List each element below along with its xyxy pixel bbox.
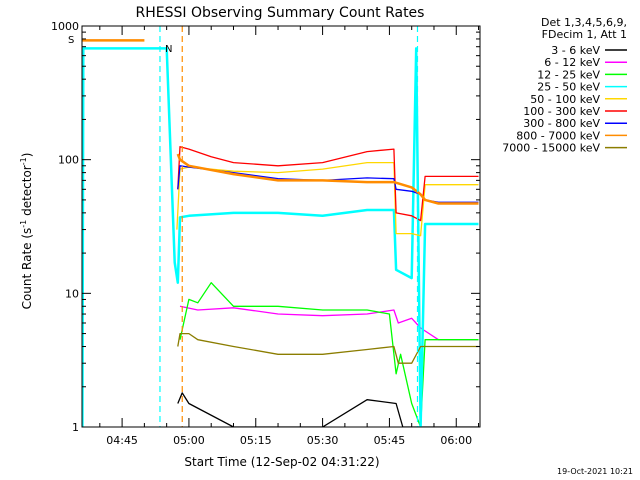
series-line-4 <box>82 47 479 427</box>
series-line-1 <box>177 392 479 427</box>
y-axis-label-part-1: Count Rate (s <box>20 228 34 310</box>
x-tick-label: 05:15 <box>240 434 272 447</box>
legend-label-8: 800 - 7000 keV <box>516 129 600 142</box>
timestamp: 19-Oct-2021 10:21 <box>557 467 633 476</box>
x-tick-label: 05:30 <box>307 434 339 447</box>
event-label-2: N <box>165 44 172 55</box>
legend-label-7: 300 - 800 keV <box>523 117 600 130</box>
chart-title: RHESSI Observing Summary Count Rates <box>136 5 425 21</box>
y-tick-label: 1 <box>72 421 79 434</box>
series-line-9 <box>177 332 479 364</box>
y-axis-label-part-3: ) <box>20 153 34 158</box>
series-line-3 <box>179 282 479 427</box>
x-tick-label: 05:00 <box>173 434 205 447</box>
plot-frame <box>81 25 481 428</box>
legend-label-2: 6 - 12 keV <box>544 56 600 69</box>
series-group <box>82 39 479 427</box>
x-tick-label: 05:45 <box>374 434 406 447</box>
x-tick-label: 04:45 <box>106 434 138 447</box>
plot-area: S N 1 10 100 1000 04:45 05:00 05:15 05:30 05:45 06:… <box>51 20 481 447</box>
event-label-1: S <box>68 35 74 46</box>
legend-label-6: 100 - 300 keV <box>523 105 600 118</box>
legend-label-5: 50 - 100 keV <box>530 93 600 106</box>
legend: Det 1,3,4,5,6,9, FDecim 1, Att 1 3 - 6 k… <box>502 16 627 155</box>
x-axis-label: Start Time (12-Sep-02 04:31:22) <box>184 455 379 469</box>
y-axis-label-part-2: detector <box>20 165 34 220</box>
y-axis-label: Count Rate (s-1 detector-1) <box>19 153 34 310</box>
y-tick-label: 100 <box>58 154 79 167</box>
series-line-6 <box>177 146 479 222</box>
legend-label-9: 7000 - 15000 keV <box>502 142 600 155</box>
x-tick-label: 06:00 <box>440 434 472 447</box>
series-line-8 <box>82 39 479 205</box>
legend-header-line-1: Det 1,3,4,5,6,9, <box>541 16 627 29</box>
legend-label-1: 3 - 6 keV <box>551 44 600 57</box>
y-tick-label: 10 <box>65 287 79 300</box>
series-line-2 <box>179 305 479 341</box>
legend-header-line-2: FDecim 1, Att 1 <box>542 28 627 41</box>
y-axis-label-superscript-2: -1 <box>19 157 28 165</box>
y-tick-label: 1000 <box>51 20 79 33</box>
legend-label-3: 12 - 25 keV <box>537 68 600 81</box>
y-axis-label-superscript-1: -1 <box>19 220 28 228</box>
legend-label-4: 25 - 50 keV <box>537 81 600 94</box>
